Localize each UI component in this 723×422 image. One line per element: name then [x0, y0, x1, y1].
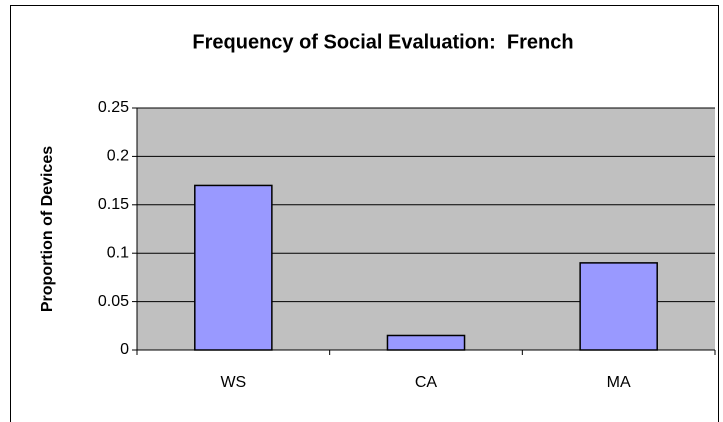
x-tick-label: MA	[607, 374, 631, 391]
y-tick-label: 0.15	[98, 196, 129, 213]
x-tick-label: WS	[220, 374, 246, 391]
y-tick-label: 0	[120, 341, 129, 358]
y-axis-label: Proportion of Devices	[39, 146, 56, 312]
chart-title: Frequency of Social Evaluation: French	[192, 31, 573, 53]
x-tick-label: CA	[415, 374, 438, 391]
y-tick-label: 0.25	[98, 99, 129, 116]
bar	[194, 184, 273, 351]
y-tick-label: 0.2	[107, 148, 129, 165]
bar	[386, 334, 466, 351]
y-tick-label: 0.1	[107, 244, 129, 261]
y-tick-label: 0.05	[98, 293, 129, 310]
bar	[579, 262, 658, 351]
